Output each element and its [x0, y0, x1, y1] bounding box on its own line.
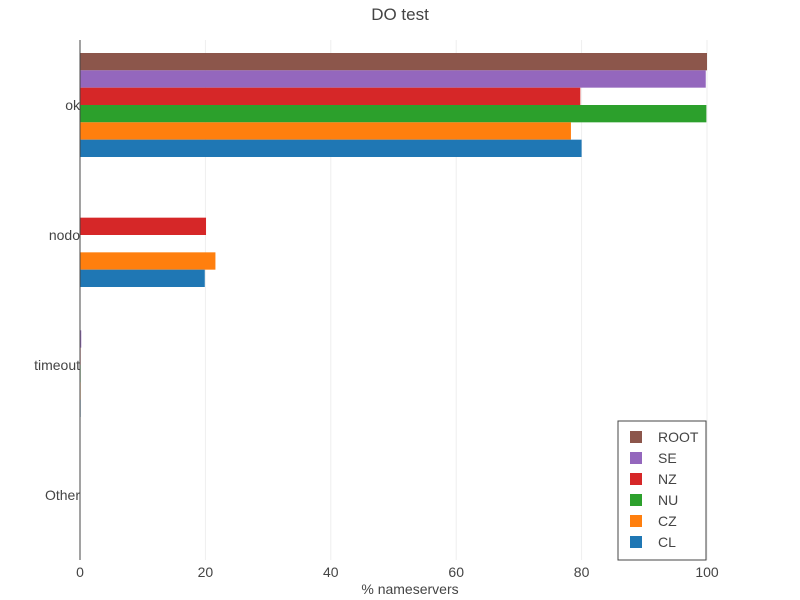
bar-cz-nodo[interactable] [80, 252, 216, 270]
y-tick-label: Other [45, 487, 80, 503]
x-axis-title: % nameservers [361, 581, 458, 597]
bar-nu-ok[interactable] [80, 105, 707, 123]
legend-swatch-root [630, 431, 642, 443]
legend-swatch-cl [630, 536, 642, 548]
legend-swatch-nu [630, 494, 642, 506]
x-tick-label: 100 [695, 564, 719, 580]
bar-cl-nodo[interactable] [80, 269, 205, 287]
legend[interactable]: ROOT SE NZ NU CZ CL [617, 420, 707, 561]
legend-label-se[interactable]: SE [658, 450, 677, 466]
y-tick-labels: ok nodo timeout Other [34, 97, 81, 503]
legend-label-cl[interactable]: CL [658, 534, 676, 550]
bar-se-ok[interactable] [80, 70, 706, 88]
bar-cz-ok[interactable] [80, 122, 571, 140]
legend-swatch-cz [630, 515, 642, 527]
bar-root-ok[interactable] [80, 53, 707, 71]
legend-label-nu[interactable]: NU [658, 492, 678, 508]
legend-label-nz[interactable]: NZ [658, 471, 677, 487]
legend-swatch-nz [630, 473, 642, 485]
legend-label-root[interactable]: ROOT [658, 429, 699, 445]
y-tick-label: nodo [49, 227, 80, 243]
y-tick-label: timeout [34, 357, 80, 373]
chart-title: DO test [371, 5, 429, 24]
x-tick-label: 80 [574, 564, 590, 580]
x-tick-label: 0 [76, 564, 84, 580]
legend-swatch-se [630, 452, 642, 464]
bars [80, 53, 707, 495]
bar-nz-ok[interactable] [80, 87, 581, 105]
y-tick-label: ok [65, 97, 81, 113]
x-tick-labels: 0 20 40 60 80 100 [76, 564, 719, 580]
bar-se-timeout[interactable] [80, 330, 82, 348]
bar-nz-nodo[interactable] [80, 217, 207, 235]
x-tick-label: 40 [323, 564, 339, 580]
x-tick-label: 20 [198, 564, 214, 580]
legend-label-cz[interactable]: CZ [658, 513, 677, 529]
x-tick-label: 60 [448, 564, 464, 580]
bar-cl-ok[interactable] [80, 139, 582, 157]
